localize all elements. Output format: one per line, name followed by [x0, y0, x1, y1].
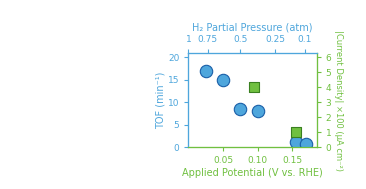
Point: [203, 69, 209, 72]
Point: [255, 110, 261, 113]
Point: [238, 108, 243, 111]
Point: [293, 131, 299, 134]
Point: [293, 140, 299, 143]
Point: [303, 142, 309, 145]
Y-axis label: |Current Density| ×100 (μA cm⁻²): |Current Density| ×100 (μA cm⁻²): [334, 30, 343, 171]
X-axis label: H₂ Partial Pressure (atm): H₂ Partial Pressure (atm): [192, 23, 313, 33]
Point: [238, 33, 243, 36]
Y-axis label: TOF (min⁻¹): TOF (min⁻¹): [155, 71, 165, 129]
Point: [251, 86, 257, 89]
X-axis label: Applied Potential (V vs. RHE): Applied Potential (V vs. RHE): [182, 168, 323, 178]
Point: [220, 78, 226, 81]
